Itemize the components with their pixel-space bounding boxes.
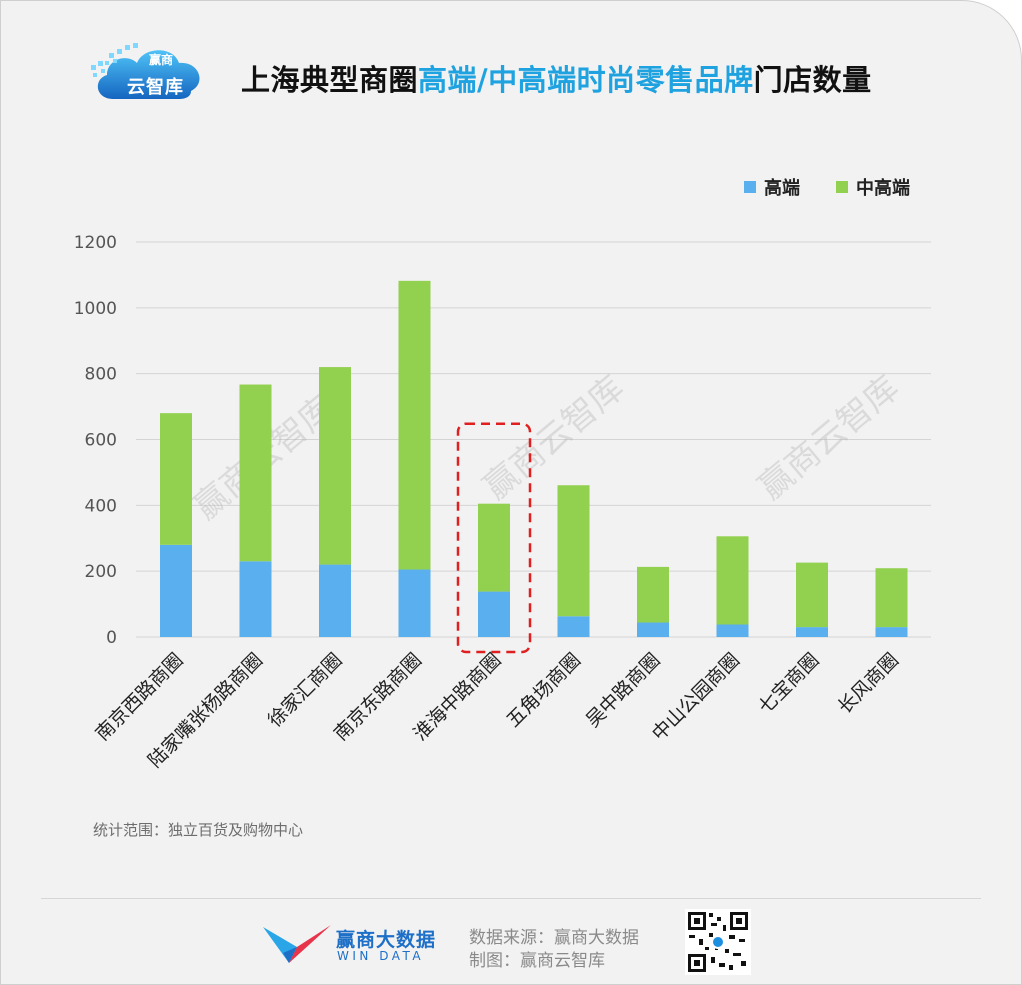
bar-segment-mid-high: [637, 566, 669, 623]
highlight-box: [456, 422, 532, 654]
bar-segment-high-end: [478, 591, 510, 637]
ywin-cloud-logo-icon: [91, 43, 200, 99]
y-tick-label: 800: [85, 365, 117, 385]
legend-label: 中高端: [856, 177, 910, 199]
y-tick-label: 1000: [74, 299, 117, 319]
y-tick-label: 1200: [74, 233, 117, 253]
y-tick-label: 200: [85, 562, 117, 582]
bar-segment-high-end: [716, 624, 749, 637]
x-category-label: 五角场商圈: [502, 649, 585, 732]
bar-segment-mid-high: [875, 568, 908, 628]
y-tick-label: 600: [85, 431, 117, 451]
chart-title: 上海典型商圈高端/中高端时尚零售品牌门店数量: [241, 57, 872, 99]
bar-segment-mid-high: [796, 562, 828, 628]
data-source: 数据来源：赢商大数据: [469, 928, 639, 948]
stacked-bar-chart: 020040060080010001200赢商云智库赢商云智库赢商云智库南京西路…: [74, 177, 931, 772]
bar-segment-mid-high: [319, 367, 351, 565]
x-category-label: 徐家汇商圈: [264, 649, 347, 732]
x-category-label: 吴中路商圈: [582, 649, 665, 732]
bar-segment-high-end: [875, 627, 908, 637]
bar-segment-mid-high: [716, 536, 749, 625]
legend-label: 高端: [764, 177, 800, 199]
logo-text-line1: 赢商: [149, 53, 174, 67]
x-category-label: 长风商圈: [834, 649, 903, 718]
title-part3: 门店数量: [753, 63, 872, 97]
y-tick-label: 0: [106, 628, 117, 648]
legend-swatch: [836, 181, 848, 193]
watermark-text: 赢商云智库: [476, 368, 632, 508]
bar-segment-high-end: [319, 564, 351, 637]
windata-bird-logo-icon: [263, 925, 331, 963]
x-category-label: 七宝商圈: [754, 649, 823, 718]
bar-segment-mid-high: [478, 503, 510, 592]
made-by: 制图：赢商云智库: [469, 951, 605, 971]
bar-segment-mid-high: [398, 280, 431, 570]
bar-segment-high-end: [796, 627, 828, 637]
footer-divider: [41, 898, 981, 899]
bar-segment-high-end: [398, 569, 431, 637]
bar-segment-mid-high: [160, 413, 192, 545]
title-highlight: 高端/中高端时尚零售品牌: [418, 63, 754, 97]
watermark-text: 赢商云智库: [751, 368, 907, 508]
bar-segment-high-end: [160, 544, 192, 637]
bar-segment-high-end: [557, 616, 590, 637]
footnote: 统计范围：独立百货及购物中心: [93, 821, 304, 839]
footer-brand-en: WIN DATA: [337, 949, 425, 963]
logo-text-line2: 云智库: [127, 77, 184, 98]
bar-segment-mid-high: [557, 485, 590, 617]
title-part1: 上海典型商圈: [241, 63, 419, 97]
bar-segment-high-end: [239, 561, 272, 637]
bar-segment-high-end: [637, 622, 669, 637]
bar-segment-mid-high: [239, 384, 272, 562]
footer-brand-cn: 赢商大数据: [336, 929, 437, 951]
legend-swatch: [744, 181, 756, 193]
qr-code-icon: [685, 909, 751, 975]
y-tick-label: 400: [85, 496, 117, 516]
